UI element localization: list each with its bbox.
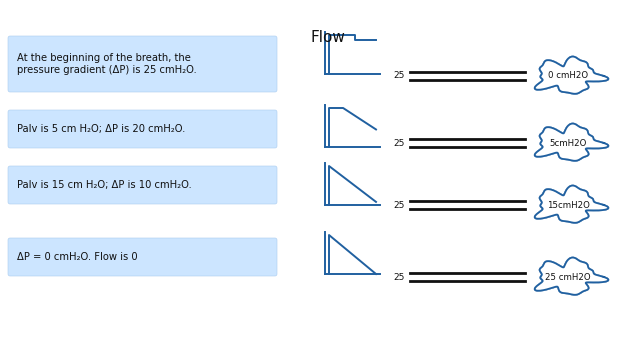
Text: At the beginning of the breath, the
pressure gradient (ΔP) is 25 cmH₂O.: At the beginning of the breath, the pres… [17,53,197,75]
FancyBboxPatch shape [8,238,277,276]
Text: 15cmH2O: 15cmH2O [547,200,590,209]
Text: 25: 25 [394,200,405,209]
Polygon shape [534,57,608,94]
Text: 25 cmH2O: 25 cmH2O [545,273,591,282]
Text: 5cmH2O: 5cmH2O [549,139,587,148]
Text: ΔP = 0 cmH₂O. Flow is 0: ΔP = 0 cmH₂O. Flow is 0 [17,252,138,262]
Text: 25: 25 [394,72,405,81]
Text: Palv is 5 cm H₂O; ΔP is 20 cmH₂O.: Palv is 5 cm H₂O; ΔP is 20 cmH₂O. [17,124,185,134]
Text: 25: 25 [394,273,405,282]
FancyBboxPatch shape [8,110,277,148]
Polygon shape [534,124,608,161]
Polygon shape [534,186,608,223]
FancyBboxPatch shape [8,166,277,204]
Text: 25: 25 [394,139,405,148]
Text: 0 cmH2O: 0 cmH2O [548,72,588,81]
Text: Flow: Flow [310,30,345,45]
FancyBboxPatch shape [8,36,277,92]
Polygon shape [534,258,608,295]
Text: Palv is 15 cm H₂O; ΔP is 10 cmH₂O.: Palv is 15 cm H₂O; ΔP is 10 cmH₂O. [17,180,192,190]
